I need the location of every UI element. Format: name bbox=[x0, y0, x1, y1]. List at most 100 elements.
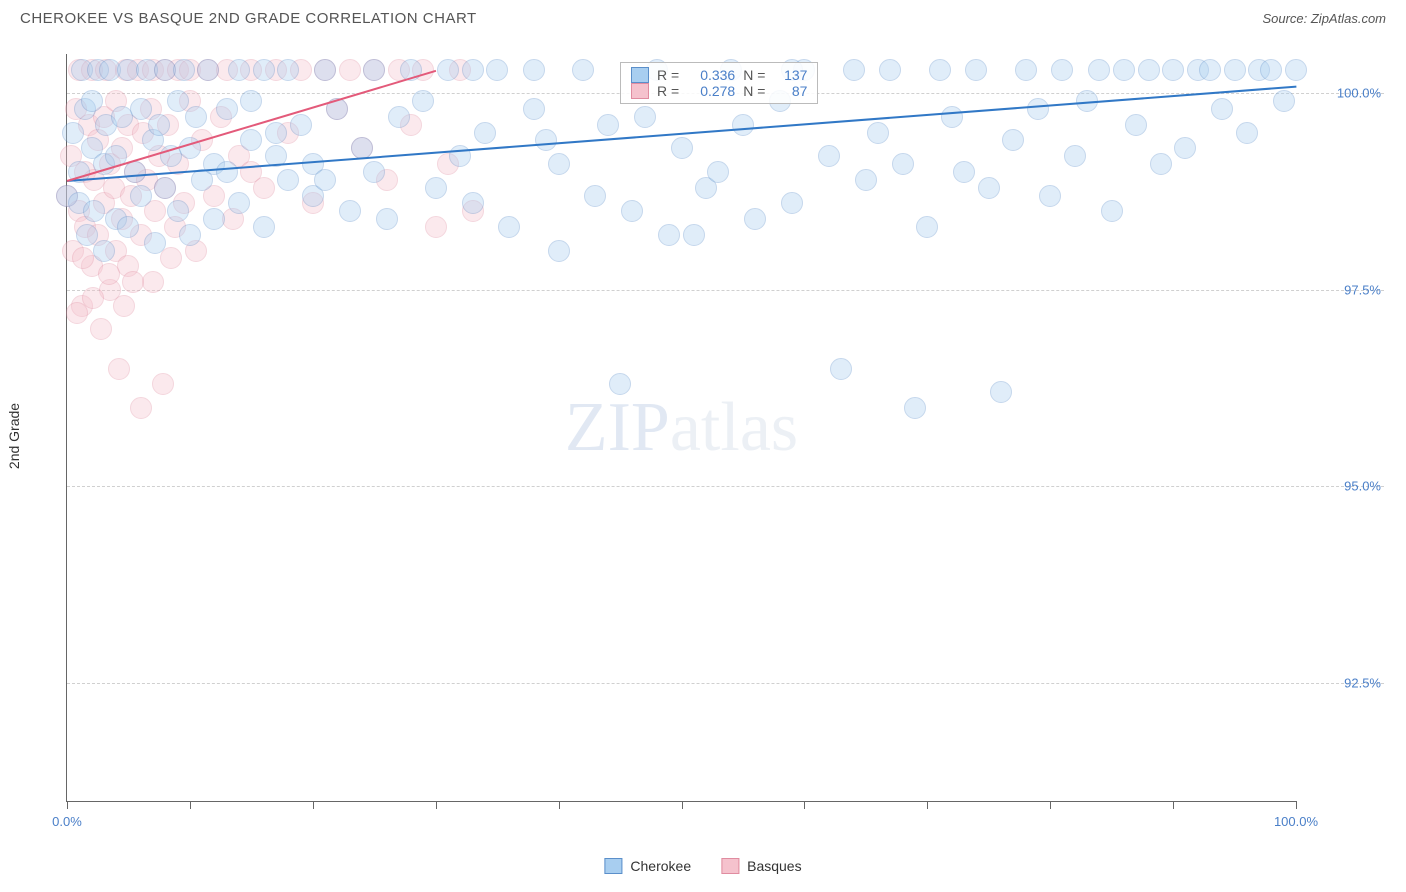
scatter-point bbox=[462, 192, 484, 214]
scatter-point bbox=[584, 185, 606, 207]
scatter-point bbox=[376, 208, 398, 230]
legend-item-cherokee: Cherokee bbox=[604, 858, 691, 874]
scatter-point bbox=[1285, 59, 1307, 81]
scatter-point bbox=[113, 295, 135, 317]
scatter-point bbox=[173, 59, 195, 81]
x-tick bbox=[927, 801, 928, 809]
stats-legend-row: R =0.278N =87 bbox=[631, 83, 807, 99]
scatter-point bbox=[462, 59, 484, 81]
scatter-point bbox=[203, 208, 225, 230]
scatter-point bbox=[290, 114, 312, 136]
scatter-point bbox=[621, 200, 643, 222]
scatter-point bbox=[253, 59, 275, 81]
scatter-point bbox=[683, 224, 705, 246]
scatter-point bbox=[93, 240, 115, 262]
scatter-point bbox=[978, 177, 1000, 199]
legend-swatch bbox=[604, 858, 622, 874]
scatter-point bbox=[363, 59, 385, 81]
scatter-point bbox=[425, 216, 447, 238]
scatter-point bbox=[916, 216, 938, 238]
scatter-point bbox=[314, 169, 336, 191]
scatter-point bbox=[609, 373, 631, 395]
gridline bbox=[67, 486, 1384, 487]
scatter-point bbox=[855, 169, 877, 191]
x-tick bbox=[804, 801, 805, 809]
scatter-point bbox=[1199, 59, 1221, 81]
legend-n-label: N = bbox=[743, 83, 765, 99]
x-tick-label: 0.0% bbox=[52, 814, 82, 829]
scatter-point bbox=[62, 122, 84, 144]
scatter-point bbox=[81, 90, 103, 112]
scatter-point bbox=[216, 161, 238, 183]
x-tick bbox=[559, 801, 560, 809]
scatter-point bbox=[314, 59, 336, 81]
scatter-point bbox=[425, 177, 447, 199]
scatter-point bbox=[1101, 200, 1123, 222]
legend-swatch bbox=[721, 858, 739, 874]
scatter-point bbox=[148, 114, 170, 136]
scatter-point bbox=[277, 59, 299, 81]
scatter-point bbox=[953, 161, 975, 183]
scatter-point bbox=[474, 122, 496, 144]
scatter-point bbox=[818, 145, 840, 167]
scatter-point bbox=[167, 200, 189, 222]
scatter-point bbox=[1064, 145, 1086, 167]
scatter-point bbox=[634, 106, 656, 128]
x-tick bbox=[1050, 801, 1051, 809]
scatter-point bbox=[732, 114, 754, 136]
gridline bbox=[67, 290, 1384, 291]
scatter-point bbox=[437, 59, 459, 81]
scatter-point bbox=[130, 185, 152, 207]
legend-label: Basques bbox=[747, 858, 801, 874]
x-tick bbox=[436, 801, 437, 809]
scatter-point bbox=[548, 153, 570, 175]
scatter-point bbox=[1113, 59, 1135, 81]
scatter-point bbox=[1015, 59, 1037, 81]
legend-n-label: N = bbox=[743, 67, 765, 83]
scatter-point bbox=[548, 240, 570, 262]
scatter-point bbox=[179, 224, 201, 246]
scatter-point bbox=[1236, 122, 1258, 144]
scatter-point bbox=[388, 106, 410, 128]
y-tick-label: 97.5% bbox=[1344, 282, 1381, 297]
bottom-legend: Cherokee Basques bbox=[604, 858, 801, 874]
scatter-point bbox=[781, 192, 803, 214]
scatter-point bbox=[253, 216, 275, 238]
scatter-point bbox=[830, 358, 852, 380]
scatter-point bbox=[228, 59, 250, 81]
x-tick bbox=[1296, 801, 1297, 809]
x-tick bbox=[1173, 801, 1174, 809]
scatter-point bbox=[1039, 185, 1061, 207]
scatter-point bbox=[76, 224, 98, 246]
scatter-point bbox=[122, 271, 144, 293]
scatter-point bbox=[597, 114, 619, 136]
y-axis-label: 2nd Grade bbox=[6, 403, 22, 469]
scatter-point bbox=[240, 90, 262, 112]
scatter-point bbox=[904, 397, 926, 419]
y-tick-label: 100.0% bbox=[1337, 86, 1381, 101]
gridline bbox=[67, 683, 1384, 684]
scatter-point bbox=[929, 59, 951, 81]
scatter-point bbox=[879, 59, 901, 81]
legend-item-basques: Basques bbox=[721, 858, 801, 874]
scatter-point bbox=[228, 192, 250, 214]
y-tick-label: 95.0% bbox=[1344, 479, 1381, 494]
scatter-point bbox=[1162, 59, 1184, 81]
scatter-point bbox=[216, 98, 238, 120]
plot-area: ZIPatlas 92.5%95.0%97.5%100.0%0.0%100.0%… bbox=[66, 54, 1296, 802]
chart-source: Source: ZipAtlas.com bbox=[1262, 11, 1386, 26]
scatter-point bbox=[265, 122, 287, 144]
scatter-point bbox=[707, 161, 729, 183]
chart-title: CHEROKEE VS BASQUE 2ND GRADE CORRELATION… bbox=[20, 10, 477, 27]
scatter-point bbox=[98, 263, 120, 285]
scatter-point bbox=[572, 59, 594, 81]
legend-r-label: R = bbox=[657, 83, 679, 99]
scatter-point bbox=[1273, 90, 1295, 112]
stats-legend: R =0.336N =137R =0.278N =87 bbox=[620, 62, 818, 104]
x-tick bbox=[190, 801, 191, 809]
scatter-point bbox=[339, 59, 361, 81]
scatter-point bbox=[1211, 98, 1233, 120]
scatter-point bbox=[72, 247, 94, 269]
scatter-point bbox=[142, 271, 164, 293]
scatter-point bbox=[363, 161, 385, 183]
